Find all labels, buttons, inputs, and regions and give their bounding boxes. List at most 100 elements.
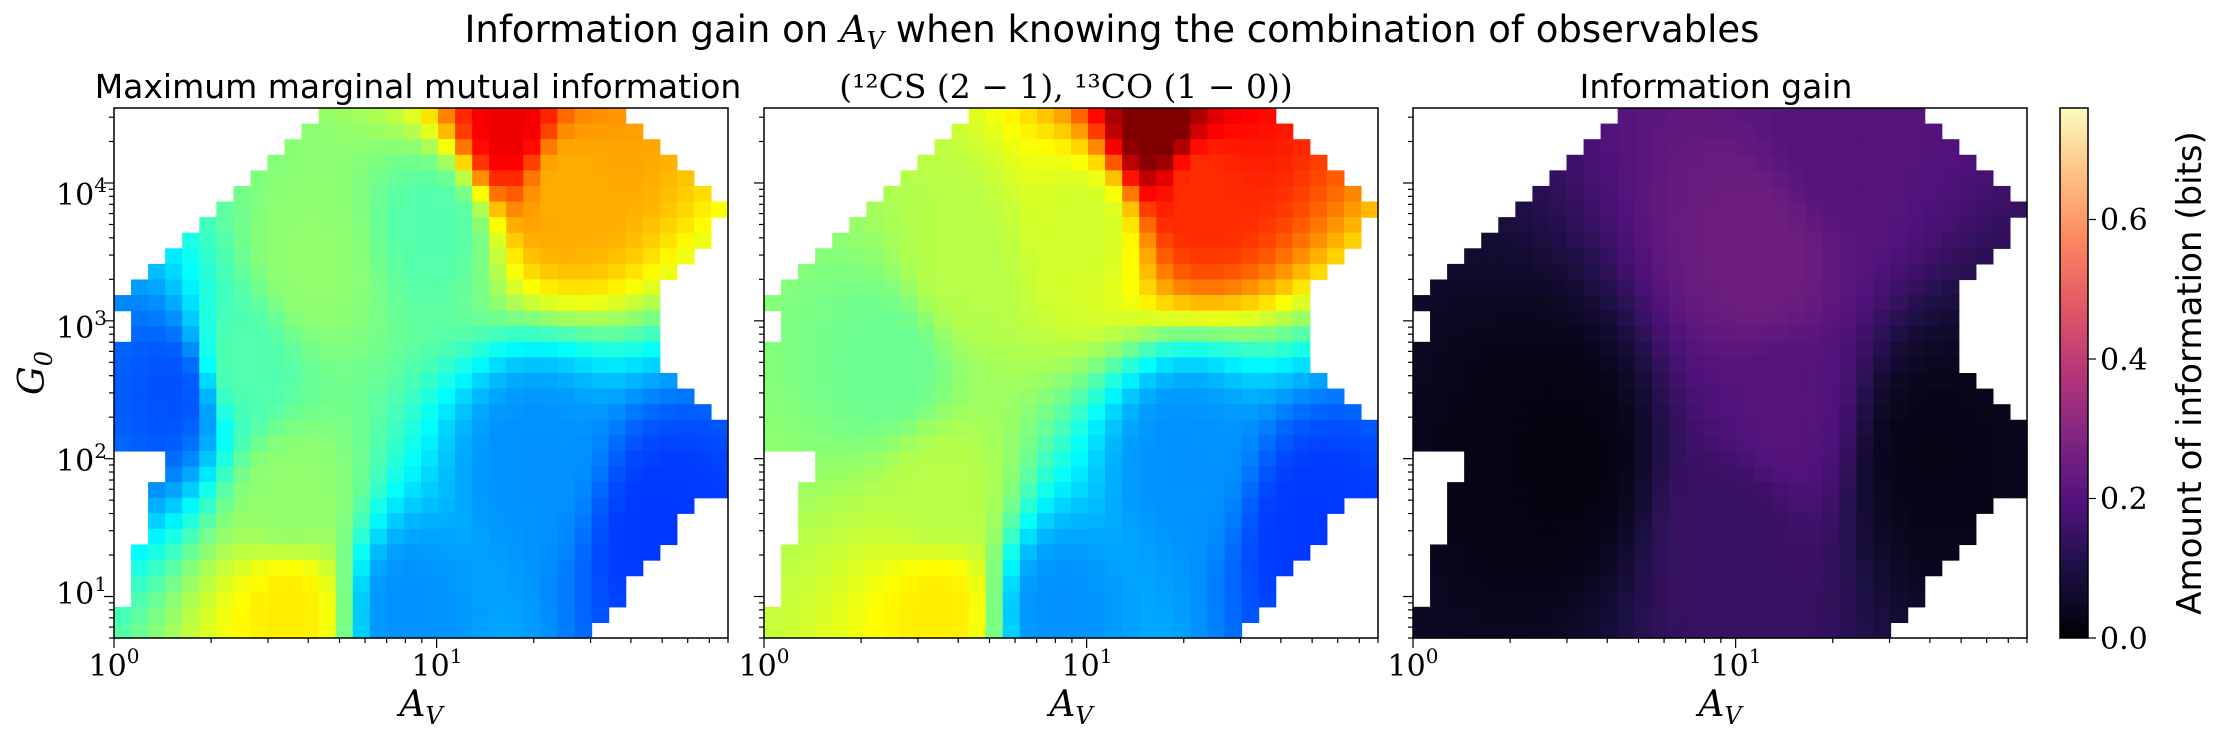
heatmap-cell <box>900 497 919 514</box>
heatmap-cell <box>131 544 149 561</box>
heatmap-cell <box>574 435 593 452</box>
heatmap-cell <box>985 497 1004 514</box>
heatmap-cell <box>1036 575 1055 592</box>
heatmap-cell <box>1941 232 1960 249</box>
heatmap-cell <box>1241 248 1260 265</box>
heatmap-cell <box>951 575 970 592</box>
heatmap-cell <box>421 497 439 514</box>
heatmap-cell <box>591 248 610 265</box>
heatmap-cell <box>1190 201 1209 218</box>
heatmap-cell <box>1053 575 1072 592</box>
heatmap-cell <box>1002 435 1021 452</box>
heatmap-cell <box>1207 497 1226 514</box>
heatmap-cell <box>472 482 490 499</box>
heatmap-cell <box>369 466 388 483</box>
heatmap-cell <box>284 482 303 499</box>
heatmap-cell <box>642 482 661 499</box>
heatmap-cell <box>1685 466 1704 483</box>
heatmap-cell <box>1788 575 1806 592</box>
heatmap-cell <box>199 310 217 327</box>
heatmap-cell <box>1924 279 1943 296</box>
heatmap-cell <box>1139 622 1157 639</box>
heatmap-cell <box>574 575 593 592</box>
heatmap-cell <box>1224 295 1243 312</box>
heatmap-cell <box>866 575 884 592</box>
heatmap-cell <box>1805 544 1823 561</box>
heatmap-cell <box>951 326 970 343</box>
heatmap-cell <box>182 606 200 624</box>
heatmap-cell <box>386 357 405 374</box>
heatmap-cell <box>968 528 987 546</box>
heatmap-cell <box>1634 341 1653 359</box>
x-tick-label: 101 <box>1062 644 1113 684</box>
heatmap-cell <box>1702 154 1721 171</box>
heatmap-cell <box>148 435 166 452</box>
heatmap-cell <box>1190 513 1209 530</box>
heatmap-cell <box>1805 419 1823 436</box>
heatmap-cell <box>1464 435 1482 452</box>
heatmap-cell <box>625 123 644 140</box>
heatmap-cell <box>798 419 816 436</box>
heatmap-cell <box>1873 373 1892 390</box>
heatmap-cell <box>1924 154 1943 171</box>
heatmap-cell <box>1720 435 1738 452</box>
heatmap-cell <box>1430 373 1448 390</box>
heatmap-cell <box>1464 341 1482 359</box>
heatmap-cell <box>1053 591 1072 608</box>
heatmap-cell <box>832 357 850 374</box>
heatmap-cell <box>489 217 507 234</box>
heatmap-cell <box>1566 388 1585 405</box>
heatmap-cell <box>1634 139 1653 156</box>
heatmap-cell <box>421 139 439 156</box>
heatmap-cell <box>1958 435 1977 452</box>
heatmap-cell <box>900 419 919 436</box>
heatmap-cell <box>557 341 576 359</box>
heatmap-cell <box>506 622 524 639</box>
heatmap-cell <box>489 435 507 452</box>
heatmap-cell <box>934 575 953 592</box>
heatmap-cell <box>1002 310 1021 327</box>
heatmap-cell <box>951 263 970 281</box>
heatmap-cell <box>472 232 490 249</box>
heatmap-cell <box>1258 295 1277 312</box>
heatmap-cell <box>1941 373 1960 390</box>
heatmap-cell <box>1668 575 1687 592</box>
heatmap-cell <box>1583 263 1602 281</box>
heatmap-cell <box>540 560 559 577</box>
heatmap-cell <box>421 575 439 592</box>
heatmap-cell <box>1771 248 1789 265</box>
heatmap-cell <box>1702 419 1721 436</box>
heatmap-cell <box>216 419 234 436</box>
heatmap-cell <box>642 154 661 171</box>
heatmap-cell <box>951 123 970 140</box>
heatmap-cell <box>472 341 490 359</box>
heatmap-cell <box>1549 279 1568 296</box>
heatmap-cell <box>216 310 234 327</box>
heatmap-cell <box>1139 201 1157 218</box>
heatmap-cell <box>764 388 782 405</box>
heatmap-cell <box>574 123 593 140</box>
heatmap-cell <box>267 154 286 171</box>
heatmap-cell <box>642 528 661 546</box>
heatmap-cell <box>591 419 610 436</box>
heatmap-cell <box>1019 528 1038 546</box>
heatmap-cell <box>369 373 388 390</box>
heatmap-cell <box>676 185 695 203</box>
heatmap-cell <box>642 513 661 530</box>
heatmap-cell <box>1481 450 1499 468</box>
heatmap-cell <box>1122 560 1140 577</box>
heatmap-cell <box>1190 388 1209 405</box>
heatmap-cell <box>1224 528 1243 546</box>
heatmap-cell <box>1447 388 1465 405</box>
heatmap-cell <box>1583 575 1602 592</box>
heatmap-cell <box>659 185 678 203</box>
heatmap-cell <box>1326 435 1345 452</box>
heatmap-cell <box>1173 154 1191 171</box>
heatmap-cell <box>301 450 320 468</box>
heatmap-cell <box>934 201 953 218</box>
heatmap-cell <box>1241 139 1260 156</box>
heatmap-cell <box>438 388 456 405</box>
heatmap-cell <box>1481 513 1499 530</box>
heatmap-cell <box>866 201 884 218</box>
heatmap-cell <box>386 466 405 483</box>
